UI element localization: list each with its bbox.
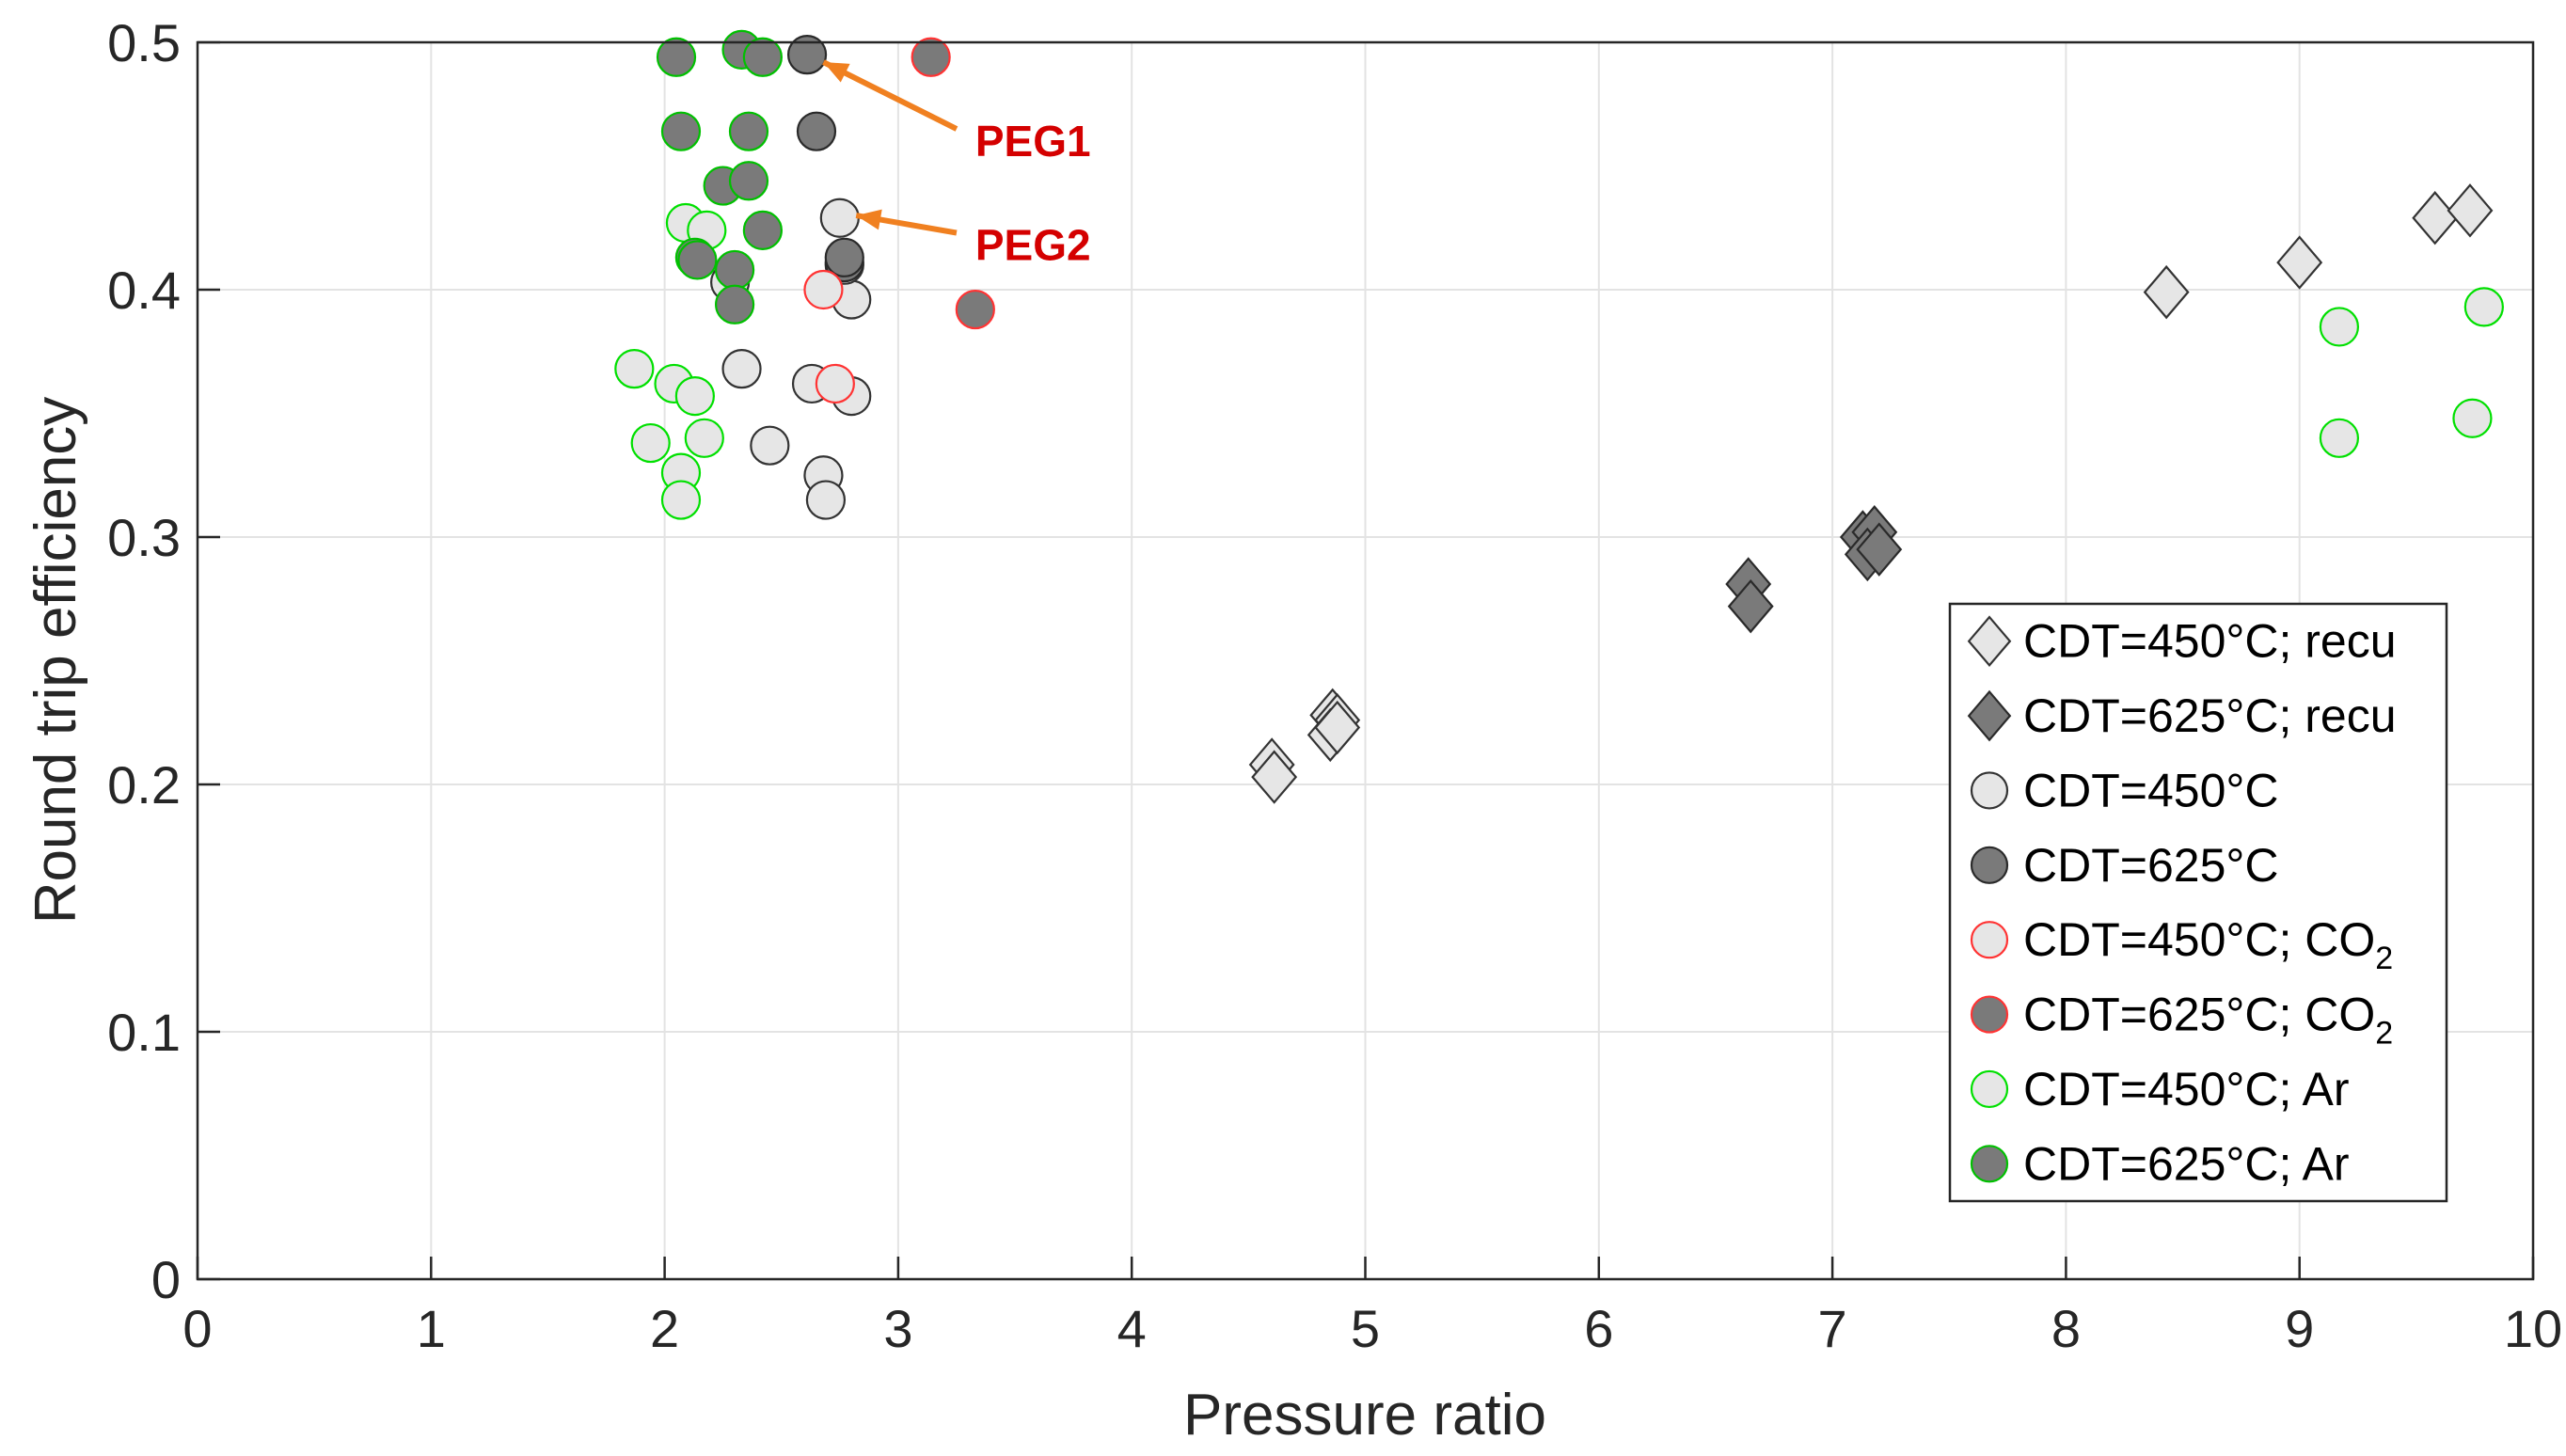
- annotation-label: PEG2: [975, 221, 1091, 270]
- x-tick-label: 4: [1117, 1299, 1147, 1358]
- legend-entry-label: CDT=625°C: [2023, 839, 2278, 892]
- data-point: [2276, 235, 2323, 290]
- legend-marker: [1967, 689, 2012, 742]
- data-point: [955, 289, 995, 330]
- legend-box: [1948, 602, 2448, 1203]
- y-tick-label: 0: [151, 1250, 181, 1309]
- legend-entry-label: CDT=450°C; recu: [2023, 615, 2397, 668]
- data-point: [1251, 750, 1298, 804]
- annotations: PEG1 PEG2: [822, 59, 1091, 270]
- data-point: [742, 210, 783, 250]
- x-tick-label: 0: [182, 1299, 212, 1358]
- y-axis-title: Round trip efficiency: [24, 397, 88, 925]
- data-point: [911, 37, 951, 77]
- legend-entry-text: CDT=625°C; CO: [2023, 989, 2375, 1041]
- data-point: [714, 284, 755, 324]
- legend-entry-text: CDT=625°C: [2023, 839, 2278, 892]
- x-tick-label: 2: [650, 1299, 679, 1358]
- legend-entry-text: CDT=625°C; recu: [2023, 689, 2397, 742]
- data-point: [819, 198, 860, 238]
- data-point: [630, 422, 671, 464]
- data-point: [2463, 287, 2504, 327]
- legend-entry-subscript: 2: [2375, 1016, 2393, 1052]
- x-tick-label: 3: [883, 1299, 912, 1358]
- data-point: [684, 418, 724, 458]
- series-2: [1725, 505, 1903, 634]
- data-point: [2447, 183, 2494, 238]
- legend-entry-label: CDT=450°C: [2023, 764, 2278, 816]
- series-8: [656, 29, 783, 324]
- axis-ticks: 0 1 2 3 4 5 6 7 8 9 10 0 0.1 0.2 0.3 0.4 0.5: [107, 13, 2562, 1358]
- data-point: [796, 111, 837, 151]
- legend-marker: [1967, 615, 2012, 668]
- data-point: [2452, 398, 2493, 438]
- x-tick-label: 1: [417, 1299, 446, 1358]
- data-point: [803, 269, 844, 310]
- data-points: [614, 29, 2504, 804]
- data-point: [805, 480, 847, 520]
- y-tick-label: 0.3: [107, 508, 181, 567]
- legend-entry-subscript: 2: [2375, 941, 2393, 976]
- series-5: [803, 269, 855, 404]
- x-tick-label: 7: [1818, 1299, 1847, 1358]
- series-4: [786, 35, 864, 283]
- series-7: [614, 202, 2504, 520]
- data-point: [742, 37, 783, 77]
- x-axis-title: Pressure ratio: [1183, 1383, 1546, 1448]
- legend-marker: [1970, 846, 2009, 884]
- annotation-arrowhead: [856, 209, 882, 230]
- x-tick-label: 10: [2504, 1299, 2562, 1358]
- data-point: [2319, 307, 2360, 347]
- data-point: [1727, 578, 1774, 634]
- legend-marker: [1970, 771, 2009, 810]
- data-point: [1856, 522, 1903, 577]
- legend-entry-text: CDT=450°C; Ar: [2023, 1063, 2350, 1116]
- data-point: [614, 349, 655, 389]
- data-point: [786, 35, 828, 75]
- data-point: [2143, 264, 2190, 320]
- series-6: [911, 37, 995, 330]
- annotation-arrowhead: [823, 62, 850, 83]
- y-tick-label: 0.5: [107, 13, 181, 72]
- legend-entry-label: CDT=625°C; recu: [2023, 689, 2397, 742]
- legend-entry-label: CDT=625°C; Ar: [2023, 1137, 2350, 1190]
- y-tick-label: 0.2: [107, 755, 181, 815]
- y-tick-label: 0.1: [107, 1003, 181, 1062]
- legend-entry-label: CDT=625°C; CO2: [2023, 989, 2393, 1052]
- data-point: [2319, 418, 2360, 458]
- x-tick-label: 6: [1584, 1299, 1613, 1358]
- data-point: [728, 161, 769, 201]
- legend-marker: [1970, 921, 2009, 959]
- legend-entry-label: CDT=450°C; CO2: [2023, 913, 2393, 976]
- data-point: [660, 480, 702, 520]
- x-tick-label: 5: [1351, 1299, 1380, 1358]
- legend-entry-label: CDT=450°C; Ar: [2023, 1063, 2350, 1116]
- data-point: [815, 363, 855, 404]
- data-point: [750, 425, 790, 466]
- data-point: [824, 237, 864, 277]
- series-1: [1248, 183, 2494, 804]
- data-point: [714, 249, 755, 291]
- x-tick-label: 9: [2285, 1299, 2314, 1358]
- annotation-arrow-line: [822, 59, 958, 132]
- data-point: [674, 375, 715, 417]
- legend: CDT=450°C; recu CDT=625°C; recu CDT=450°C C…: [1948, 602, 2448, 1203]
- data-point: [660, 111, 702, 151]
- annotation-label: PEG1: [975, 117, 1091, 166]
- legend-marker: [1970, 1069, 2009, 1109]
- legend-entry-text: CDT=450°C: [2023, 764, 2278, 816]
- legend-entry-text: CDT=450°C; recu: [2023, 615, 2397, 668]
- data-point: [656, 37, 697, 77]
- legend-entry-text: CDT=625°C; Ar: [2023, 1137, 2350, 1190]
- legend-marker: [1970, 995, 2009, 1034]
- data-point: [1314, 700, 1361, 755]
- legend-marker: [1970, 1145, 2009, 1183]
- data-point: [677, 240, 718, 280]
- x-tick-label: 8: [2051, 1299, 2081, 1358]
- data-point: [728, 111, 769, 151]
- y-tick-label: 0.4: [107, 261, 181, 320]
- legend-entry-text: CDT=450°C; CO: [2023, 913, 2375, 966]
- data-point: [721, 349, 762, 389]
